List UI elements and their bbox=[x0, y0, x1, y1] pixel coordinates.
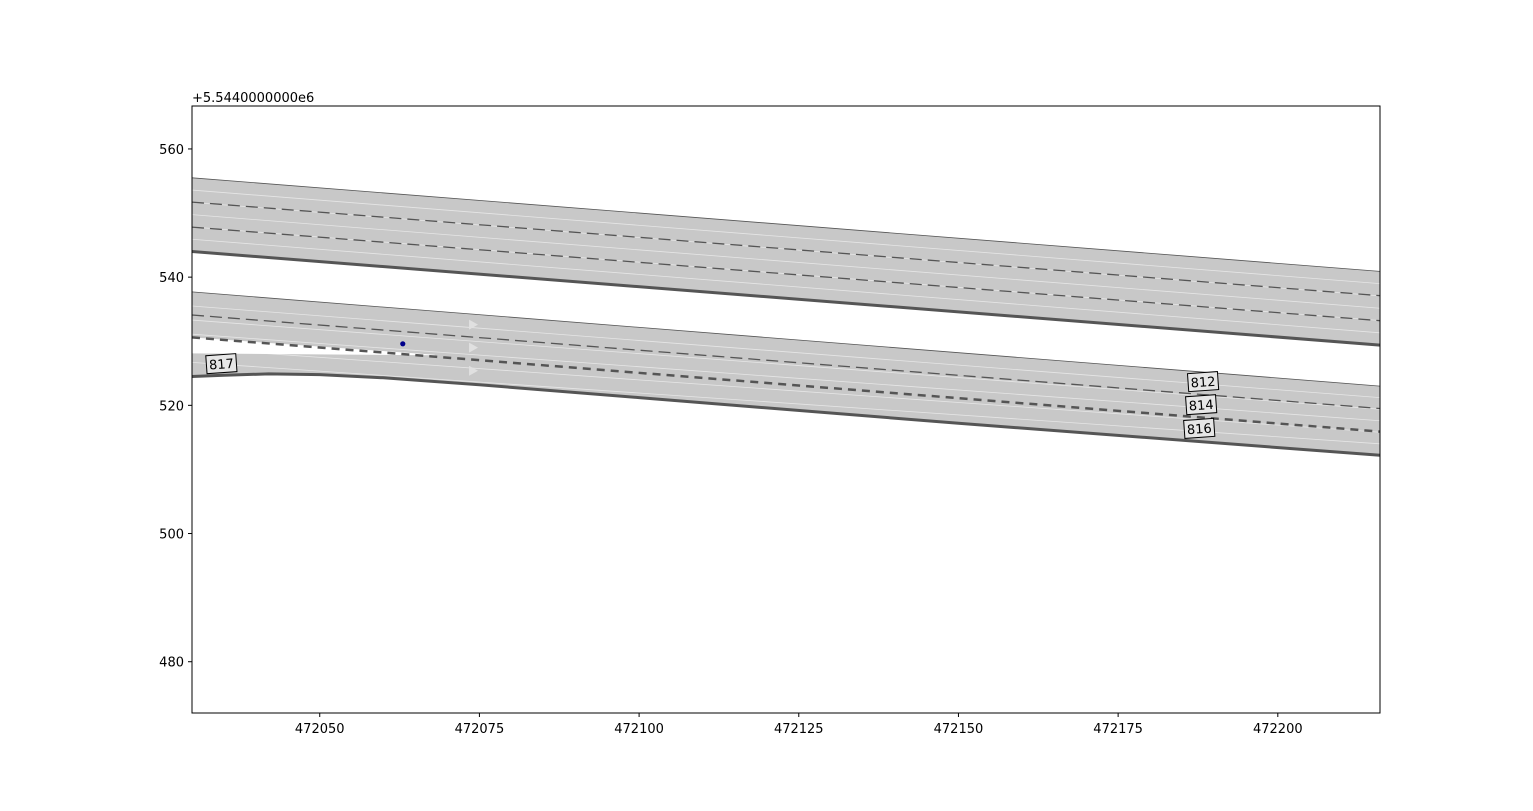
lower-road-lane-divider bbox=[192, 305, 1380, 399]
x-tick-label: 472150 bbox=[934, 722, 984, 737]
direction-arrow bbox=[469, 365, 479, 376]
data-layer bbox=[192, 177, 1380, 457]
upper-road-lane-divider bbox=[192, 214, 1380, 309]
lane-label-text: 816 bbox=[1186, 422, 1212, 439]
x-tick-label: 472125 bbox=[774, 722, 824, 737]
upper-road-lane-divider bbox=[192, 189, 1380, 285]
y-tick-label: 500 bbox=[159, 528, 184, 543]
lane-label-816: 816 bbox=[1183, 417, 1216, 439]
upper-road-dashed-line bbox=[192, 201, 1380, 297]
y-tick-label: 480 bbox=[159, 656, 184, 671]
upper-road-left-edge bbox=[192, 177, 1380, 272]
lower-road-surface bbox=[192, 291, 1380, 456]
y-tick-label: 540 bbox=[159, 271, 184, 286]
y-tick-label: 560 bbox=[159, 143, 184, 158]
x-tick-label: 472075 bbox=[455, 722, 505, 737]
x-tick-label: 472200 bbox=[1253, 722, 1303, 737]
lower-road-lane-divider bbox=[192, 333, 1380, 422]
x-tick-label: 472175 bbox=[1093, 722, 1143, 737]
upper-road-dashed-line bbox=[192, 226, 1380, 322]
lane-label-text: 812 bbox=[1190, 375, 1216, 392]
lane-label-box bbox=[1186, 371, 1220, 393]
direction-arrow bbox=[469, 342, 479, 353]
lane-label-text: 817 bbox=[209, 357, 235, 374]
lane-label-text: 814 bbox=[1188, 398, 1214, 415]
y-tick-label: 520 bbox=[159, 399, 184, 414]
lower-road-left-edge bbox=[192, 291, 1380, 387]
lane-label-817: 817 bbox=[205, 353, 238, 375]
data-point bbox=[400, 341, 406, 347]
lower-road-lane-divider bbox=[192, 319, 1380, 410]
lane-label-812: 812 bbox=[1186, 371, 1220, 393]
upper-road-right-edge bbox=[192, 250, 1380, 347]
lower-road-dashed-line bbox=[192, 336, 1380, 433]
lower-road-dashed-line bbox=[192, 314, 1380, 410]
lane-labels: 817 812 814 816 bbox=[205, 353, 1220, 439]
x-tick-label: 472100 bbox=[614, 722, 664, 737]
lane-label-814: 814 bbox=[1185, 394, 1218, 416]
lane-label-box bbox=[205, 353, 238, 375]
lower-road-lane-divider bbox=[192, 361, 1380, 445]
x-axis: 472050 472075 472100 472125 472150 472175 4722… bbox=[295, 713, 1303, 737]
lane-label-box bbox=[1185, 394, 1218, 416]
lower-road-lane-divider bbox=[192, 347, 1380, 433]
lane-label-box bbox=[1183, 417, 1216, 439]
upper-road-lane-divider bbox=[192, 238, 1380, 334]
y-axis: 480 500 520 540 560 bbox=[159, 143, 192, 671]
direction-arrow bbox=[469, 319, 479, 330]
axes-frame bbox=[191, 105, 1381, 714]
lower-road-right-edge bbox=[192, 372, 1380, 457]
y-offset-label: +5.5440000000e6 bbox=[192, 91, 314, 106]
x-tick-label: 472050 bbox=[295, 722, 345, 737]
